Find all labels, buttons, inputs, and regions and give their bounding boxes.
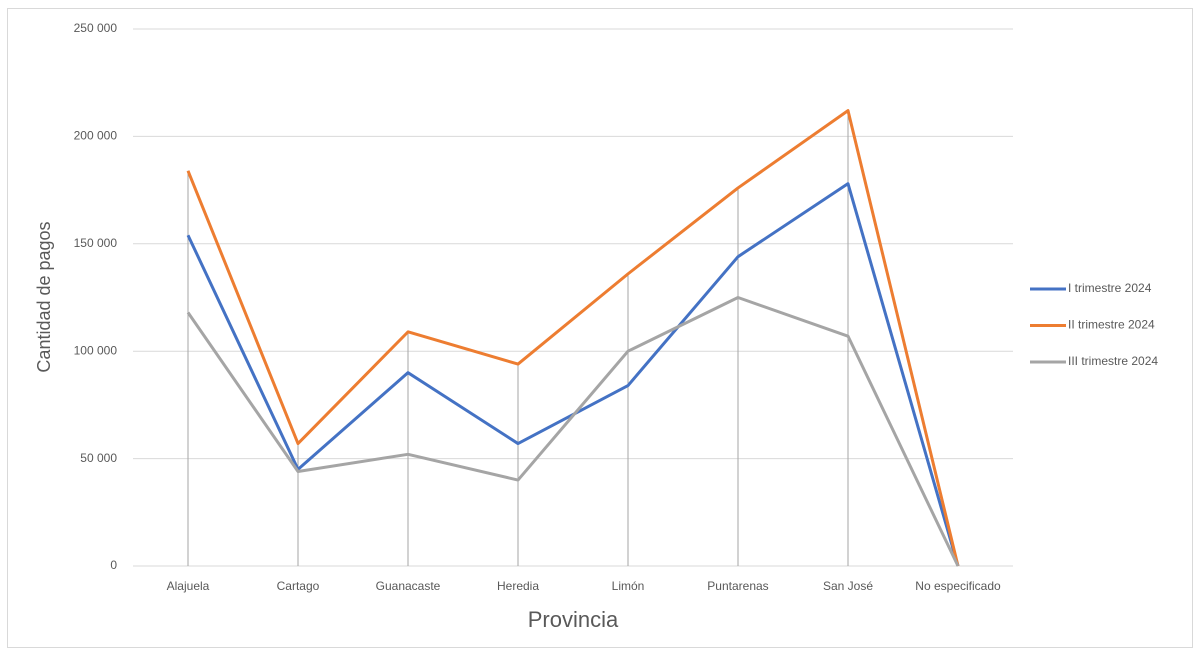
x-axis-title: Provincia bbox=[528, 607, 619, 632]
y-tick-label: 250 000 bbox=[74, 21, 118, 35]
y-axis-title: Cantidad de pagos bbox=[34, 221, 54, 372]
x-tick-label: Limón bbox=[612, 579, 645, 593]
y-tick-label: 0 bbox=[110, 558, 117, 572]
y-tick-label: 50 000 bbox=[80, 451, 117, 465]
legend-label: III trimestre 2024 bbox=[1068, 354, 1158, 368]
x-tick-label: Cartago bbox=[277, 579, 320, 593]
x-tick-label: San José bbox=[823, 579, 873, 593]
series-line bbox=[186, 109, 960, 567]
x-tick-label: Heredia bbox=[497, 579, 539, 593]
chart-border bbox=[7, 8, 1193, 648]
legend-label: II trimestre 2024 bbox=[1068, 318, 1155, 332]
y-tick-label: 100 000 bbox=[74, 343, 118, 357]
x-tick-label: Guanacaste bbox=[376, 579, 441, 593]
series-line bbox=[186, 296, 960, 567]
legend-label: I trimestre 2024 bbox=[1068, 281, 1152, 295]
x-tick-label: Puntarenas bbox=[707, 579, 768, 593]
x-tick-label: No especificado bbox=[915, 579, 1001, 593]
x-tick-label: Alajuela bbox=[167, 579, 210, 593]
y-tick-label: 150 000 bbox=[74, 236, 118, 250]
y-tick-label: 200 000 bbox=[74, 129, 118, 143]
